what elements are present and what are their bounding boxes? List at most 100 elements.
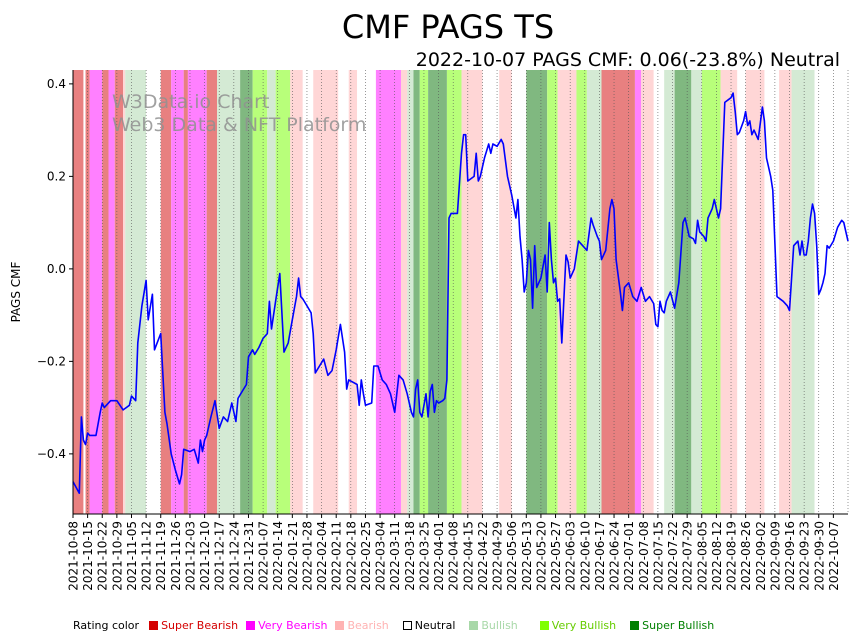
x-tick-label-0: 2021-10-08 bbox=[67, 521, 81, 591]
rating-band-36 bbox=[511, 70, 527, 514]
x-tick-label-46: 2022-08-26 bbox=[739, 521, 753, 591]
rating-band-43 bbox=[634, 70, 642, 514]
rating-band-52 bbox=[745, 70, 765, 514]
x-tick-label-39: 2022-07-08 bbox=[637, 521, 651, 591]
x-tick-label-32: 2022-05-20 bbox=[534, 521, 548, 591]
legend-item-very-bearish: Very Bearish bbox=[246, 619, 327, 632]
rating-band-24 bbox=[348, 70, 358, 514]
x-tick-label-52: 2022-10-07 bbox=[827, 521, 841, 591]
y-ticks: −0.4 −0.2 0.0 0.2 0.4 bbox=[37, 77, 73, 461]
legend-label-very-bullish: Very Bullish bbox=[551, 618, 617, 632]
x-tick-label-6: 2021-11-19 bbox=[154, 521, 168, 591]
x-tick-label-3: 2021-10-29 bbox=[110, 521, 124, 591]
rating-band-48 bbox=[691, 70, 702, 514]
x-tick-label-9: 2021-12-10 bbox=[198, 521, 212, 591]
x-tick-label-2: 2021-10-22 bbox=[96, 521, 110, 591]
rating-band-46 bbox=[664, 70, 675, 514]
legend-swatch-bearish-icon bbox=[335, 620, 345, 630]
rating-band-0 bbox=[73, 70, 84, 514]
x-tick-label-26: 2022-04-08 bbox=[447, 521, 461, 591]
rating-band-39 bbox=[557, 70, 577, 514]
chart-subtitle: 2022-10-07 PAGS CMF: 0.06(-23.8%) Neutra… bbox=[416, 49, 840, 71]
rating-band-45 bbox=[653, 70, 665, 514]
rating-band-5 bbox=[108, 70, 115, 514]
legend-swatch-very-bullish-icon bbox=[539, 620, 549, 630]
x-tick-label-29: 2022-04-29 bbox=[491, 521, 505, 591]
y-tick-label-0: −0.4 bbox=[37, 447, 66, 461]
legend-label-super-bullish: Super Bullish bbox=[642, 618, 715, 632]
legend-item-bullish: Bullish bbox=[469, 618, 518, 632]
rating-band-37 bbox=[526, 70, 548, 514]
rating-band-14 bbox=[206, 70, 218, 514]
y-tick-label-3: 0.2 bbox=[47, 169, 66, 183]
chart-title: CMF PAGS TS bbox=[342, 8, 554, 46]
x-tick-label-19: 2022-02-18 bbox=[344, 521, 358, 591]
x-tick-label-24: 2022-03-25 bbox=[417, 521, 431, 591]
x-tick-label-11: 2021-12-24 bbox=[227, 521, 241, 591]
x-tick-label-51: 2022-09-30 bbox=[812, 521, 826, 591]
legend-label-very-bearish: Very Bearish bbox=[258, 618, 328, 632]
x-tick-label-1: 2021-10-15 bbox=[81, 521, 95, 591]
rating-band-6 bbox=[114, 70, 124, 514]
legend-title: Rating color bbox=[73, 618, 140, 632]
x-gridlines bbox=[72, 70, 849, 514]
rating-band-35 bbox=[499, 70, 512, 514]
x-tick-label-21: 2022-03-04 bbox=[374, 521, 388, 591]
rating-band-31 bbox=[428, 70, 447, 514]
rating-bands bbox=[73, 70, 848, 514]
x-tick-label-50: 2022-09-23 bbox=[798, 521, 812, 591]
rating-band-22 bbox=[313, 70, 339, 514]
x-tick-label-15: 2022-01-21 bbox=[286, 521, 300, 591]
rating-band-44 bbox=[641, 70, 654, 514]
x-tick-label-47: 2022-09-02 bbox=[754, 521, 768, 591]
y-tick-label-1: −0.2 bbox=[37, 354, 66, 368]
x-tick-label-23: 2022-03-18 bbox=[403, 521, 417, 591]
rating-band-19 bbox=[275, 70, 291, 514]
rating-band-42 bbox=[601, 70, 635, 514]
legend-label-bullish: Bullish bbox=[481, 618, 518, 632]
rating-band-18 bbox=[267, 70, 276, 514]
rating-band-50 bbox=[720, 70, 738, 514]
legend-item-neutral: Neutral bbox=[402, 618, 456, 632]
x-ticks: 2021-10-08 2021-10-15 2021-10-22 2021-10-29… bbox=[67, 514, 841, 591]
x-tick-label-10: 2021-12-17 bbox=[213, 521, 227, 591]
legend-label-super-bearish: Super Bearish bbox=[161, 618, 239, 632]
x-tick-label-45: 2022-08-19 bbox=[725, 521, 739, 591]
rating-band-15 bbox=[217, 70, 241, 514]
x-tick-label-37: 2022-06-24 bbox=[608, 521, 622, 591]
x-tick-label-31: 2022-05-13 bbox=[520, 521, 534, 591]
x-tick-label-25: 2022-04-01 bbox=[432, 521, 446, 591]
watermark-line-1: W3Data.io Chart bbox=[112, 91, 269, 113]
rating-band-16 bbox=[240, 70, 253, 514]
x-tick-label-43: 2022-08-05 bbox=[695, 521, 709, 591]
x-tick-label-35: 2022-06-10 bbox=[578, 521, 592, 591]
x-tick-label-12: 2021-12-31 bbox=[242, 521, 256, 591]
rating-band-26 bbox=[375, 70, 401, 514]
rating-band-40 bbox=[576, 70, 587, 514]
x-tick-label-34: 2022-06-03 bbox=[564, 521, 578, 591]
x-tick-label-8: 2021-12-03 bbox=[183, 521, 197, 591]
legend-swatch-very-bearish-icon bbox=[246, 620, 256, 630]
legend-label-neutral: Neutral bbox=[414, 618, 456, 632]
axes bbox=[72, 70, 848, 515]
x-tick-label-41: 2022-07-22 bbox=[666, 521, 680, 591]
rating-band-25 bbox=[357, 70, 376, 514]
rating-band-55 bbox=[791, 70, 815, 514]
x-tick-label-5: 2021-11-12 bbox=[140, 521, 154, 591]
legend-swatch-super-bullish-icon bbox=[630, 620, 640, 630]
cmf-series-line bbox=[72, 92, 849, 494]
x-tick-label-40: 2022-07-15 bbox=[651, 521, 665, 591]
x-tick-label-22: 2022-03-11 bbox=[388, 521, 402, 591]
legend-item-very-bullish: Very Bullish bbox=[539, 618, 617, 632]
legend-item-bearish: Bearish bbox=[335, 618, 389, 632]
x-tick-label-48: 2022-09-09 bbox=[768, 521, 782, 591]
rating-band-32 bbox=[446, 70, 462, 514]
rating-band-1 bbox=[83, 70, 86, 514]
x-tick-label-20: 2022-02-25 bbox=[359, 521, 373, 591]
rating-band-53 bbox=[764, 70, 780, 514]
legend-label-bearish: Bearish bbox=[347, 618, 389, 632]
y-tick-label-2: 0.0 bbox=[47, 262, 66, 276]
x-tick-label-28: 2022-04-22 bbox=[476, 521, 490, 591]
x-tick-label-33: 2022-05-27 bbox=[549, 521, 563, 591]
legend-item-super-bullish: Super Bullish bbox=[630, 619, 714, 632]
